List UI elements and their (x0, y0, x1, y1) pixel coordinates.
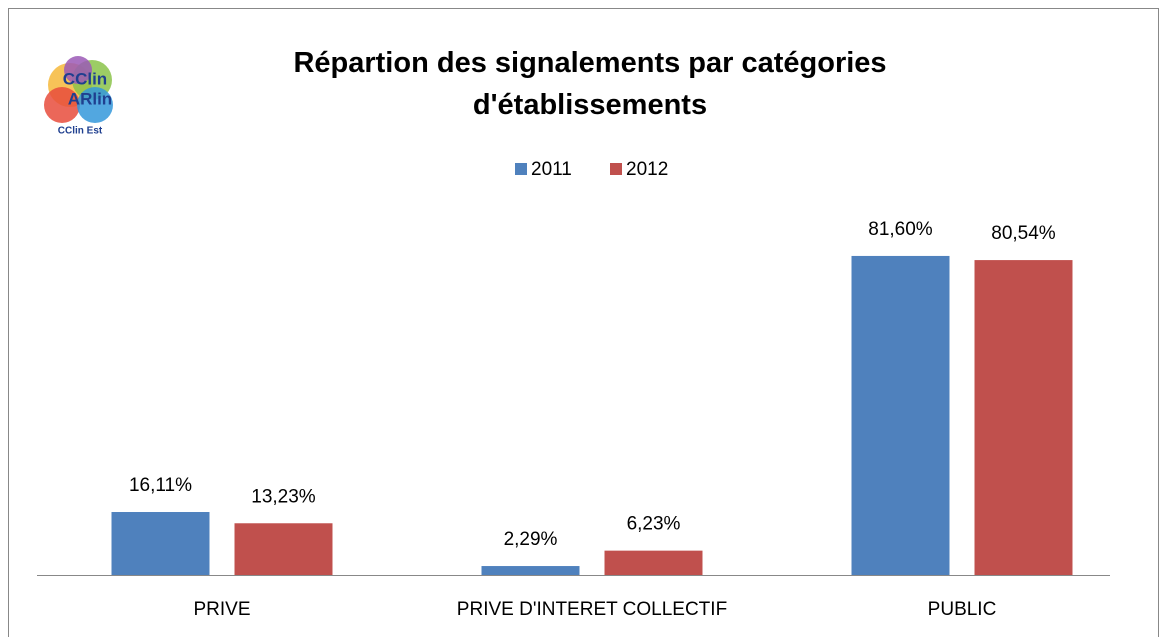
legend-swatch (610, 163, 622, 175)
bar (234, 523, 333, 575)
x-tick-label: PRIVE (193, 599, 250, 620)
bar (604, 550, 703, 575)
data-label: 6,23% (627, 514, 681, 535)
data-label: 16,11% (129, 475, 192, 496)
data-label: 81,60% (868, 219, 933, 240)
logo-text: ARlin (68, 89, 112, 108)
bar (111, 512, 210, 575)
logo: CClin ARlin CClin Est (44, 56, 113, 137)
bar (974, 260, 1073, 575)
legend-label: 2011 (531, 159, 572, 180)
chart-title: Répartion des signalements par catégorie… (293, 47, 887, 121)
logo-text: CClin (63, 69, 107, 88)
bar (851, 255, 950, 575)
bar (481, 566, 580, 575)
legend-swatch (515, 163, 527, 175)
frame (8, 8, 1159, 637)
x-tick-label: PRIVE D'INTERET COLLECTIF (457, 599, 727, 620)
data-label: 80,54% (991, 223, 1056, 244)
legend-label: 2012 (626, 159, 668, 180)
data-label: 13,23% (251, 486, 316, 507)
logo-text: CClin Est (58, 126, 103, 137)
data-label: 2,29% (504, 529, 558, 550)
x-tick-label: PUBLIC (928, 599, 997, 620)
